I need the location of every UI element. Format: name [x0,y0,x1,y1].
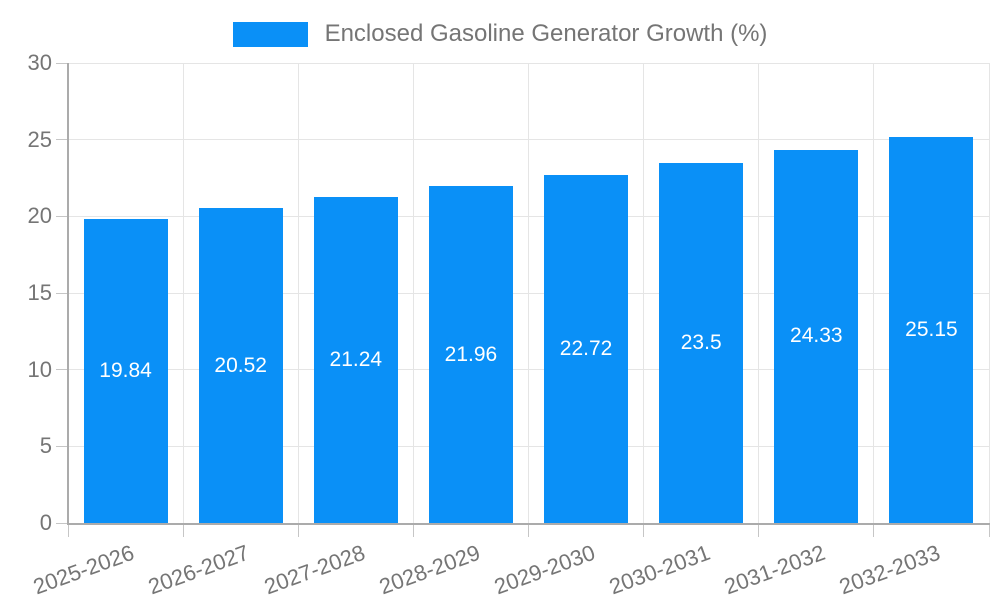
x-axis-label: 2027-2028 [260,539,368,600]
bar-2032-2033: 25.15 [889,137,974,523]
x-axis-label: 2028-2029 [375,539,484,600]
bar-value-label: 24.33 [790,324,843,348]
y-axis-tick [56,292,68,294]
x-axis-tick [67,524,69,537]
gridline-vertical [643,63,645,523]
y-axis-tick-label: 30 [27,50,52,75]
gridline-vertical [988,63,990,523]
gridline-vertical [528,63,529,523]
bar-2031-2032: 24.33 [774,149,859,523]
x-axis-label: 2030-2031 [605,539,714,600]
x-axis-tick [528,524,529,537]
y-axis-tick [56,215,68,217]
x-axis-tick [988,524,990,537]
legend-swatch [232,21,308,47]
legend-label: Enclosed Gasoline Generator Growth (%) [324,20,768,47]
bar-value-label: 21.24 [329,348,383,372]
bar-value-label: 20.52 [214,353,267,377]
gridline-vertical [758,63,760,523]
y-axis-tick [56,445,68,447]
bar-2027-2028: 21.24 [313,197,398,523]
x-axis-tick [297,524,299,537]
x-axis-label: 2029-2030 [490,539,599,600]
y-axis-tick-label: 5 [39,433,52,459]
gridline-horizontal [68,139,989,141]
x-axis-tick [758,524,760,537]
x-axis-tick [643,524,645,537]
y-axis-tick-label: 10 [27,356,52,382]
y-axis-tick [56,522,68,524]
x-axis-line [67,523,990,525]
x-axis-label: 2026-2027 [145,539,253,600]
gridline-vertical [297,63,299,523]
y-axis-tick [56,369,68,371]
chart-legend[interactable]: Enclosed Gasoline Generator Growth (%) [0,14,1000,54]
x-axis-tick [182,524,184,537]
x-axis-tick [873,524,875,537]
bar-2030-2031: 23.5 [659,162,744,523]
x-axis-label: 2025-2026 [30,539,138,600]
gridline-vertical [873,63,875,523]
y-axis-tick-label: 25 [27,126,52,152]
gridline-vertical [412,63,414,523]
y-axis-line [67,63,69,525]
bar-value-label: 25.15 [905,318,958,342]
y-axis-tick-label: 20 [27,203,52,229]
gridline-vertical [182,63,184,523]
bar-value-label: 22.72 [559,336,613,360]
bar-value-label: 23.5 [680,330,722,354]
bar-2025-2026: 19.84 [83,218,168,523]
bar-2029-2030: 22.72 [544,174,629,523]
bar-value-label: 19.84 [99,358,152,382]
bar-2026-2027: 20.52 [198,208,283,523]
y-axis-tick [56,62,68,64]
bar-2028-2029: 21.96 [428,186,513,523]
gridline-horizontal [68,62,989,64]
x-axis-label: 2032-2033 [836,539,944,600]
y-axis-tick-label: 15 [27,280,52,305]
x-axis-tick [412,524,414,537]
y-axis-tick [56,139,68,141]
y-axis-tick-label: 0 [39,510,52,535]
bar-value-label: 21.96 [444,342,498,366]
x-axis-label: 2031-2032 [720,539,829,600]
